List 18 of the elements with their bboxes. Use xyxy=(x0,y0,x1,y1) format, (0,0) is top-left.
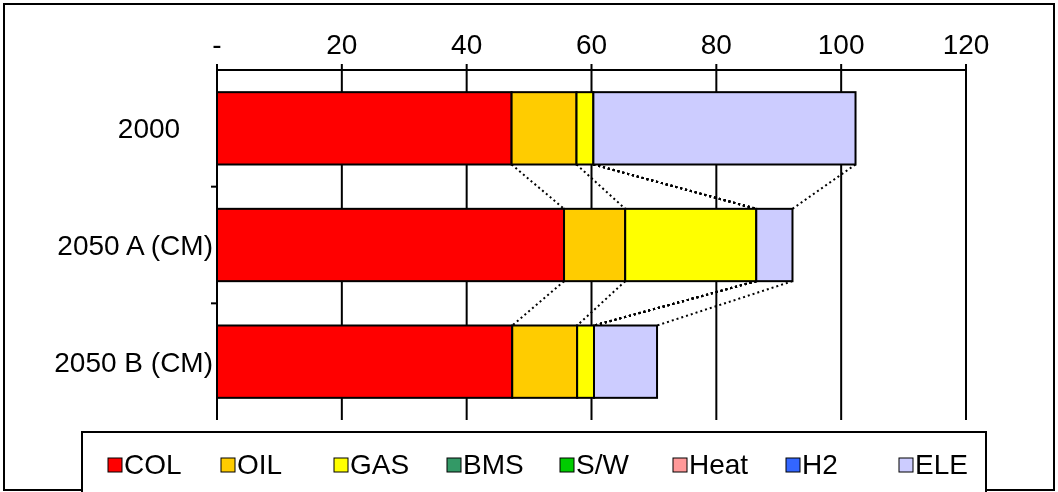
y-tick-label: 2000 xyxy=(117,113,181,145)
x-tick-label: 20 xyxy=(326,29,358,60)
y-tick-label: 2050 A (CM) xyxy=(57,230,213,261)
legend-label: H2 xyxy=(802,449,838,480)
x-tick-label: 40 xyxy=(451,29,483,60)
legend-label: ELE xyxy=(915,449,968,480)
x-tick-label: 100 xyxy=(817,29,865,60)
x-tick-label: - xyxy=(212,29,222,60)
x-tick-label: 120 xyxy=(942,29,990,60)
legend-label: OIL xyxy=(237,449,283,480)
legend-label: COL xyxy=(124,449,182,480)
legend-label: BMS xyxy=(463,449,524,480)
x-tick-label: 80 xyxy=(700,29,732,60)
legend-label: GAS xyxy=(350,449,410,480)
y-tick-label: 2050 B (CM) xyxy=(54,346,213,378)
legend-label: S/W xyxy=(576,449,630,480)
x-tick-label: 60 xyxy=(575,29,608,60)
legend-label: Heat xyxy=(689,449,749,480)
